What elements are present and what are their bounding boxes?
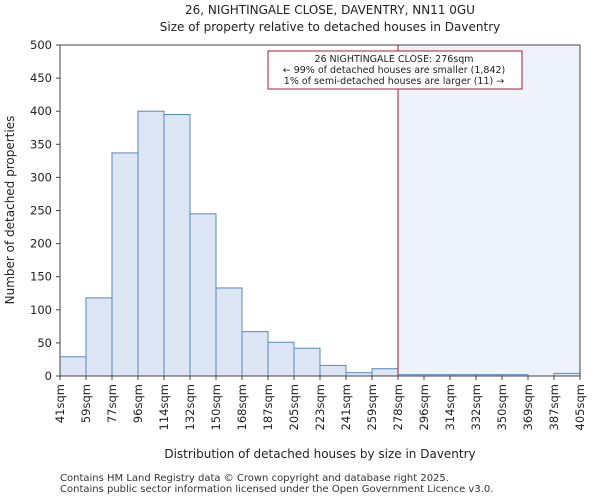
bar-96sqm bbox=[137, 110, 165, 377]
y-tick-label-350: 350 bbox=[30, 137, 52, 151]
x-tick-label-41sqm: 41sqm bbox=[53, 384, 67, 423]
x-tick-label-350sqm: 350sqm bbox=[495, 384, 509, 430]
y-tick-label-150: 150 bbox=[30, 270, 52, 284]
x-tick-label-187sqm: 187sqm bbox=[261, 384, 275, 430]
x-tick-label-405sqm: 405sqm bbox=[573, 384, 587, 430]
x-axis-title: Distribution of detached houses by size … bbox=[164, 447, 475, 461]
y-tick-label-500: 500 bbox=[30, 38, 52, 52]
bar-77sqm bbox=[111, 152, 139, 377]
histogram-chart: 26, NIGHTINGALE CLOSE, DAVENTRY, NN11 0G… bbox=[3, 3, 587, 461]
x-tick-label-332sqm: 332sqm bbox=[469, 384, 483, 430]
bar-132sqm bbox=[189, 213, 217, 377]
footer-line-2: Contains public sector information licen… bbox=[60, 484, 494, 495]
x-tick-label-314sqm: 314sqm bbox=[443, 384, 457, 430]
x-tick-label-114sqm: 114sqm bbox=[157, 384, 171, 430]
x-tick-label-150sqm: 150sqm bbox=[209, 384, 223, 430]
x-tick-label-278sqm: 278sqm bbox=[391, 384, 405, 430]
bar-187sqm bbox=[267, 341, 295, 377]
y-tick-label-100: 100 bbox=[30, 303, 52, 317]
x-tick-label-205sqm: 205sqm bbox=[287, 384, 301, 430]
annotation-line-3: 1% of semi-detached houses are larger (1… bbox=[284, 76, 504, 87]
x-tick-label-77sqm: 77sqm bbox=[105, 384, 119, 423]
y-tick-label-300: 300 bbox=[30, 170, 52, 184]
bar-223sqm bbox=[319, 364, 347, 377]
annotation-box: 26 NIGHTINGALE CLOSE: 276sqm ← 99% of de… bbox=[267, 50, 523, 90]
bar-259sqm bbox=[371, 368, 399, 377]
x-tick-label-168sqm: 168sqm bbox=[235, 384, 249, 430]
bar-114sqm bbox=[163, 114, 191, 377]
y-axis-title: Number of detached properties bbox=[3, 116, 17, 305]
y-tick-label-200: 200 bbox=[30, 237, 52, 251]
x-tick-label-296sqm: 296sqm bbox=[417, 384, 431, 430]
x-tick-label-132sqm: 132sqm bbox=[183, 384, 197, 430]
bar-150sqm bbox=[215, 287, 243, 377]
y-tick-label-400: 400 bbox=[30, 104, 52, 118]
bar-41sqm bbox=[59, 356, 87, 377]
y-tick-label-0: 0 bbox=[45, 369, 52, 383]
annotation-line-1: 26 NIGHTINGALE CLOSE: 276sqm bbox=[314, 54, 473, 65]
x-tick-label-96sqm: 96sqm bbox=[131, 384, 145, 423]
chart-subtitle: Size of property relative to detached ho… bbox=[160, 20, 500, 34]
x-tick-label-241sqm: 241sqm bbox=[339, 384, 353, 430]
chart-title: 26, NIGHTINGALE CLOSE, DAVENTRY, NN11 0G… bbox=[185, 3, 475, 17]
x-tick-label-387sqm: 387sqm bbox=[547, 384, 561, 430]
x-tick-label-223sqm: 223sqm bbox=[313, 384, 327, 430]
x-tick-label-369sqm: 369sqm bbox=[521, 384, 535, 430]
bar-168sqm bbox=[241, 331, 269, 377]
footer-line-1: Contains HM Land Registry data © Crown c… bbox=[60, 473, 449, 484]
y-tick-label-450: 450 bbox=[30, 71, 52, 85]
bar-205sqm bbox=[293, 347, 321, 377]
highlight-region bbox=[398, 45, 580, 376]
y-tick-label-250: 250 bbox=[30, 204, 52, 218]
x-tick-label-259sqm: 259sqm bbox=[365, 384, 379, 430]
annotation-line-2: ← 99% of detached houses are smaller (1,… bbox=[283, 65, 506, 76]
bar-59sqm bbox=[85, 297, 113, 377]
x-tick-label-59sqm: 59sqm bbox=[79, 384, 93, 423]
annotation-frame bbox=[267, 50, 523, 90]
y-tick-label-50: 50 bbox=[37, 336, 52, 350]
